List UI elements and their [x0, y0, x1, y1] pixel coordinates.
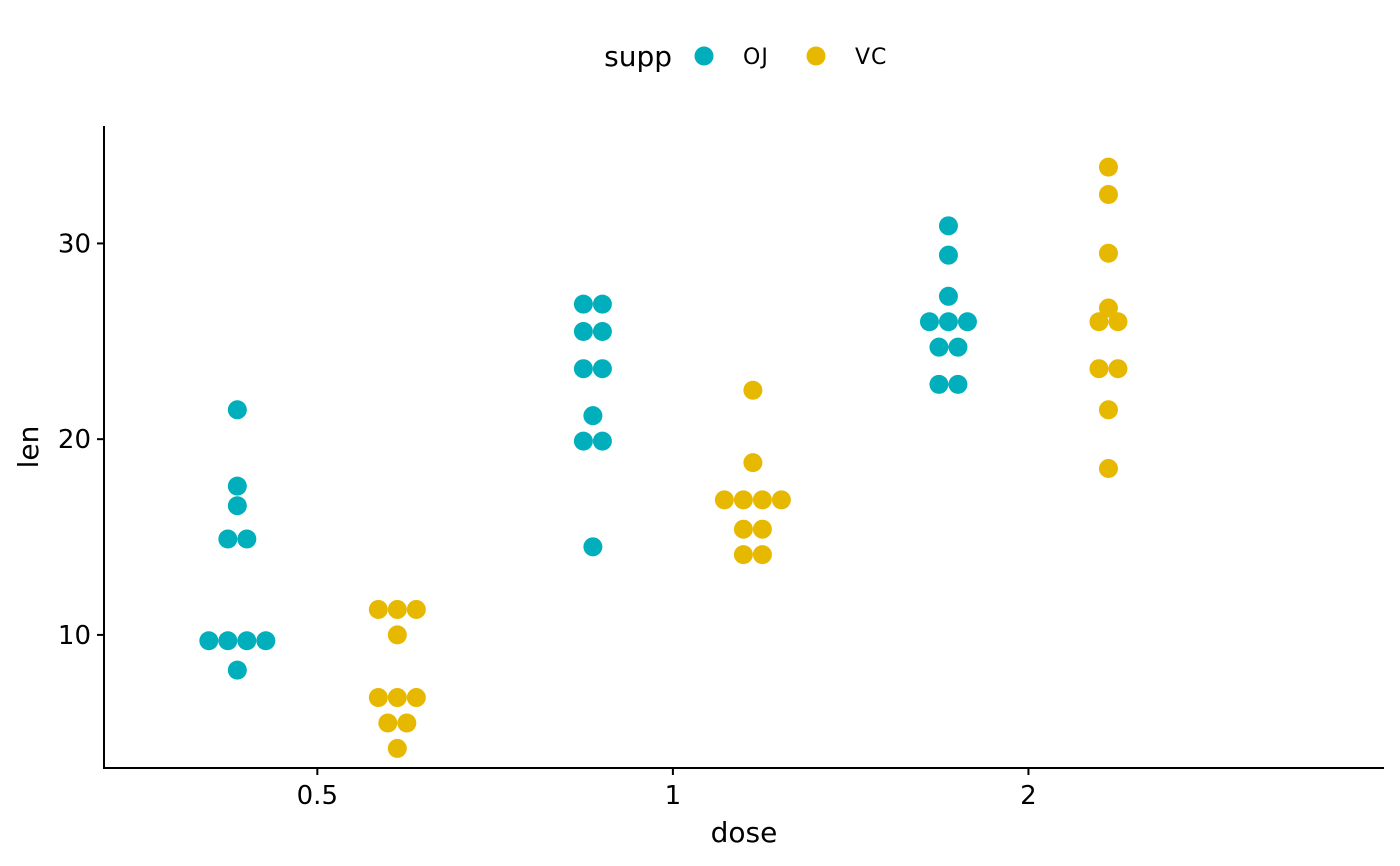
y-tick-label: 30	[58, 229, 91, 259]
data-point-vc	[406, 688, 426, 708]
data-point-vc	[714, 490, 734, 510]
data-point-oj	[573, 431, 593, 451]
y-tick-label: 10	[58, 621, 91, 651]
data-point-vc	[1098, 298, 1118, 318]
data-point-vc	[368, 688, 388, 708]
data-point-vc	[743, 380, 763, 400]
data-point-oj	[256, 631, 276, 651]
data-point-oj	[237, 631, 257, 651]
x-tick-label: 2	[1020, 781, 1037, 811]
x-axis-ticks: 0.5 1 2	[297, 768, 1037, 811]
data-point-vc	[1098, 157, 1118, 177]
legend: supp OJ VC	[604, 40, 887, 73]
data-point-oj	[592, 359, 612, 379]
data-point-oj	[237, 529, 257, 549]
data-point-vc	[1089, 312, 1109, 332]
data-point-oj	[227, 476, 247, 496]
data-point-vc	[771, 490, 791, 510]
data-point-vc	[1098, 400, 1118, 420]
data-point-vc	[1098, 459, 1118, 479]
data-point-vc	[1108, 359, 1128, 379]
legend-label-oj: OJ	[743, 45, 769, 70]
x-tick-label: 0.5	[297, 781, 338, 811]
data-point-oj	[938, 286, 958, 306]
data-point-oj	[573, 359, 593, 379]
data-point-oj	[938, 216, 958, 236]
legend-title: supp	[604, 40, 672, 73]
data-point-oj	[592, 294, 612, 314]
data-point-oj	[592, 431, 612, 451]
data-points	[199, 157, 1128, 758]
data-point-vc	[397, 713, 417, 733]
data-point-oj	[957, 312, 977, 332]
data-point-oj	[929, 337, 949, 357]
data-point-oj	[948, 374, 968, 394]
data-point-vc	[752, 519, 772, 539]
data-point-vc	[368, 599, 388, 619]
data-point-vc	[378, 713, 398, 733]
data-point-vc	[406, 599, 426, 619]
data-point-oj	[583, 406, 603, 426]
data-point-vc	[1098, 185, 1118, 205]
data-point-oj	[199, 631, 219, 651]
data-point-oj	[948, 337, 968, 357]
data-point-vc	[387, 625, 407, 645]
data-point-oj	[592, 322, 612, 342]
y-axis-title: len	[12, 426, 45, 469]
data-point-vc	[387, 738, 407, 758]
data-point-oj	[938, 245, 958, 265]
data-point-vc	[1108, 312, 1128, 332]
data-point-oj	[573, 322, 593, 342]
data-point-oj	[227, 496, 247, 516]
data-point-oj	[583, 537, 603, 557]
data-point-vc	[733, 545, 753, 565]
x-tick-label: 1	[665, 781, 682, 811]
data-point-oj	[938, 312, 958, 332]
data-point-oj	[227, 660, 247, 680]
data-point-vc	[752, 490, 772, 510]
data-point-vc	[743, 453, 763, 473]
data-point-oj	[573, 294, 593, 314]
data-point-oj	[929, 374, 949, 394]
y-axis-ticks: 10 20 30	[58, 229, 104, 651]
x-axis-title: dose	[711, 816, 778, 849]
y-tick-label: 20	[58, 425, 91, 455]
data-point-vc	[1098, 243, 1118, 263]
legend-key-oj	[694, 46, 714, 66]
legend-key-vc	[806, 46, 826, 66]
data-point-vc	[733, 490, 753, 510]
data-point-vc	[733, 519, 753, 539]
data-point-vc	[387, 599, 407, 619]
data-point-oj	[919, 312, 939, 332]
data-point-oj	[227, 400, 247, 420]
data-point-vc	[1089, 359, 1109, 379]
data-point-vc	[387, 688, 407, 708]
data-point-oj	[218, 529, 238, 549]
data-point-oj	[218, 631, 238, 651]
legend-label-vc: VC	[855, 45, 887, 70]
data-point-vc	[752, 545, 772, 565]
